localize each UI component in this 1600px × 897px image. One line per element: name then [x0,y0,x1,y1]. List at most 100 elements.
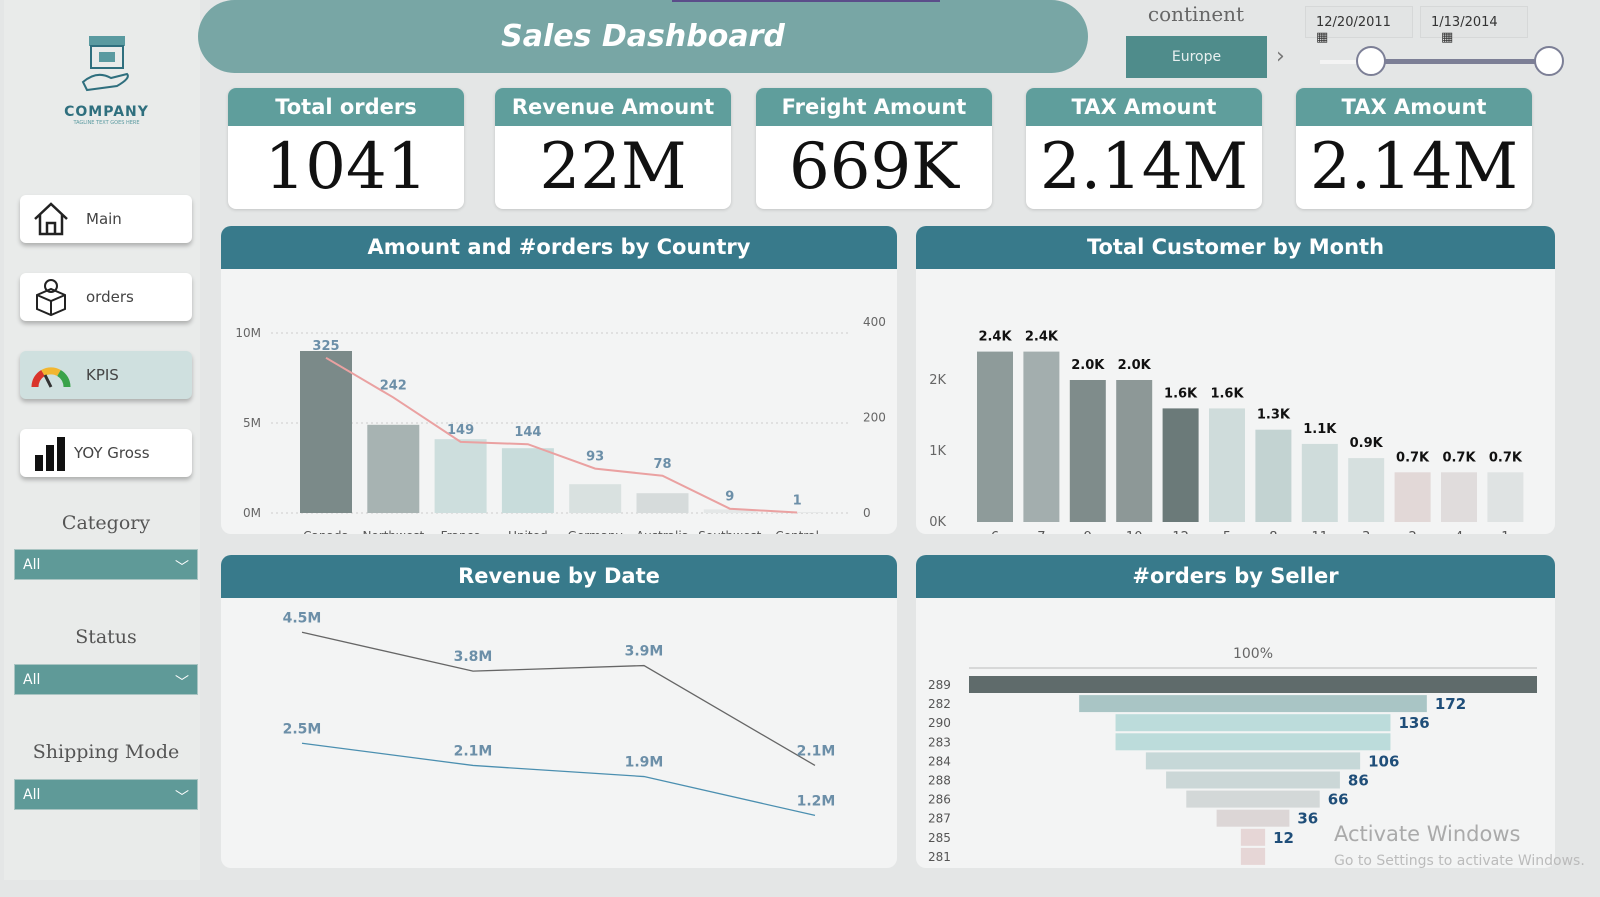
bar-southwest [703,509,756,513]
seller-label: 289 [928,678,951,692]
nav-orders-button[interactable]: orders [20,273,192,321]
x-tick-label: 6 [991,530,999,534]
kpi-label: TAX Amount [1026,88,1262,126]
slider-end-handle[interactable] [1534,46,1564,76]
bar-month-4 [1441,472,1477,522]
bar-france [434,439,487,513]
activate-windows-subtitle: Go to Settings to activate Windows. [1334,853,1585,869]
box-icon [36,279,66,317]
bar-month-9 [1069,380,1106,522]
bar-month-10 [1116,380,1153,522]
data-label: 3.8M [454,649,493,665]
funnel-bar-seller-289 [969,676,1537,693]
y2-tick-label: 200 [863,411,886,425]
x-tick-label: United [508,529,547,534]
x-tick-label: Germany [568,529,623,534]
x-tick-label: 12 [1172,530,1189,534]
funnel-bar-seller-288 [1166,771,1340,789]
data-label: 2.4K [978,330,1012,345]
x-tick-label: 3 [1362,530,1370,534]
bar-northwest [367,424,420,513]
seller-label: 284 [928,754,951,768]
data-label: 149 [447,423,474,438]
continent-europe-button[interactable]: Europe [1126,36,1267,78]
nav-main-button[interactable]: Main [20,195,192,243]
x-tick-label: France [441,529,481,534]
x-tick-label: Northwest [362,529,424,534]
orders-line [325,356,798,514]
month-chart-panel: Total Customer by Month 0K 1K 2K 2.4K 6 2.4K 7… [916,226,1555,534]
category-dropdown[interactable]: All ﹀ [14,549,198,580]
data-label: 1.2M [797,793,836,809]
calendar-icon[interactable]: ▦ [1316,30,1329,45]
top-percent-label: 100% [1233,646,1273,662]
store-icon [81,36,129,92]
chevron-right-icon[interactable]: › [1276,44,1285,69]
nav-kpis-button[interactable]: KPIS [20,351,192,399]
nav-label: orders [86,288,134,306]
slider-start-handle[interactable] [1356,46,1386,76]
kpi-label: Revenue Amount [495,88,731,126]
data-label: 0.9K [1350,436,1384,451]
nav-yoy-gross-button[interactable]: YOY Gross [20,429,192,477]
y-tick-label: 0M [243,506,261,520]
y2-tick-label: 400 [863,315,886,329]
data-label: 136 [1398,714,1429,732]
funnel-bar-seller-284 [1145,752,1361,770]
funnel-bar-seller-286 [1186,790,1320,808]
slider-range [1370,59,1548,64]
data-label: 66 [1328,791,1349,809]
continent-label: continent [1147,2,1245,26]
month-chart: 0K1K2K2.4K62.4K72.0K92.0K101.6K121.6K51.… [929,330,1524,534]
bar-month-2 [1394,472,1431,522]
data-label: 3.9M [625,644,664,660]
y-tick-label: 1K [929,444,946,459]
data-label: 0.7K [1396,450,1430,465]
kpi-tax-amount-2: TAX Amount 2.14M [1296,88,1532,209]
seller-label: 285 [928,831,951,845]
country-chart-panel: Amount and #orders by Country 0M 5M 10M 0 20… [221,226,897,534]
kpi-value: 669K [789,130,959,204]
y2-tick-label: 0 [863,506,871,520]
data-label: 2.4K [1025,330,1059,345]
page-title: Sales Dashboard [198,0,1088,73]
bar-central [771,512,824,513]
data-label: 1.3K [1257,408,1291,423]
bar-month-8 [1255,429,1292,522]
data-label: 1.6K [1164,386,1198,401]
calendar-icon[interactable]: ▦ [1441,30,1454,45]
country-chart: 0M 5M 10M 0 200 400 Canada 325 Northwest 242 Franc… [235,315,886,534]
seller-chart-panel: #orders by Seller 100% 289 282 172 290 136 283… [916,555,1555,868]
status-label: Status [75,626,137,648]
data-label: 2.0K [1118,358,1152,373]
status-value: All [23,672,41,688]
data-label: 0.7K [1442,450,1476,465]
data-label: 36 [1297,810,1318,828]
end-date-input[interactable]: 1/13/2014 ▦ [1420,6,1528,45]
nav-label: Main [86,210,122,228]
gauge-icon [31,367,71,388]
data-label: 78 [653,457,671,472]
funnel-bar-seller-290 [1115,714,1391,732]
nav-label: KPIS [86,366,119,384]
y-tick-label: 0K [929,515,946,530]
x-tick-label: Canada [303,529,349,534]
revenue-date-panel: Revenue by Date Q3Q2Q4Q14.5M3.8M3.9M2.1M… [221,555,897,868]
x-tick-label: 8 [1269,530,1277,534]
bar-united-kingdom [501,448,554,513]
status-dropdown[interactable]: All ﹀ [14,664,198,695]
chart-title: Amount and #orders by Country [221,226,897,269]
data-label: 144 [514,425,541,440]
bar-canada [300,351,352,513]
start-date-input[interactable]: 12/20/2011 ▦ [1305,6,1413,45]
shipping-mode-dropdown[interactable]: All ﹀ [14,779,198,810]
home-icon [34,202,68,236]
bar-month-1 [1487,472,1524,522]
kpi-label: Freight Amount [756,88,992,126]
chart-title: Revenue by Date [221,555,897,598]
activate-windows-title: Activate Windows [1334,822,1521,846]
chevron-down-icon: ﹀ [175,675,189,691]
shipping-mode-label: Shipping Mode [32,741,180,763]
data-label: 0.7K [1489,450,1523,465]
kpi-label: TAX Amount [1296,88,1532,126]
